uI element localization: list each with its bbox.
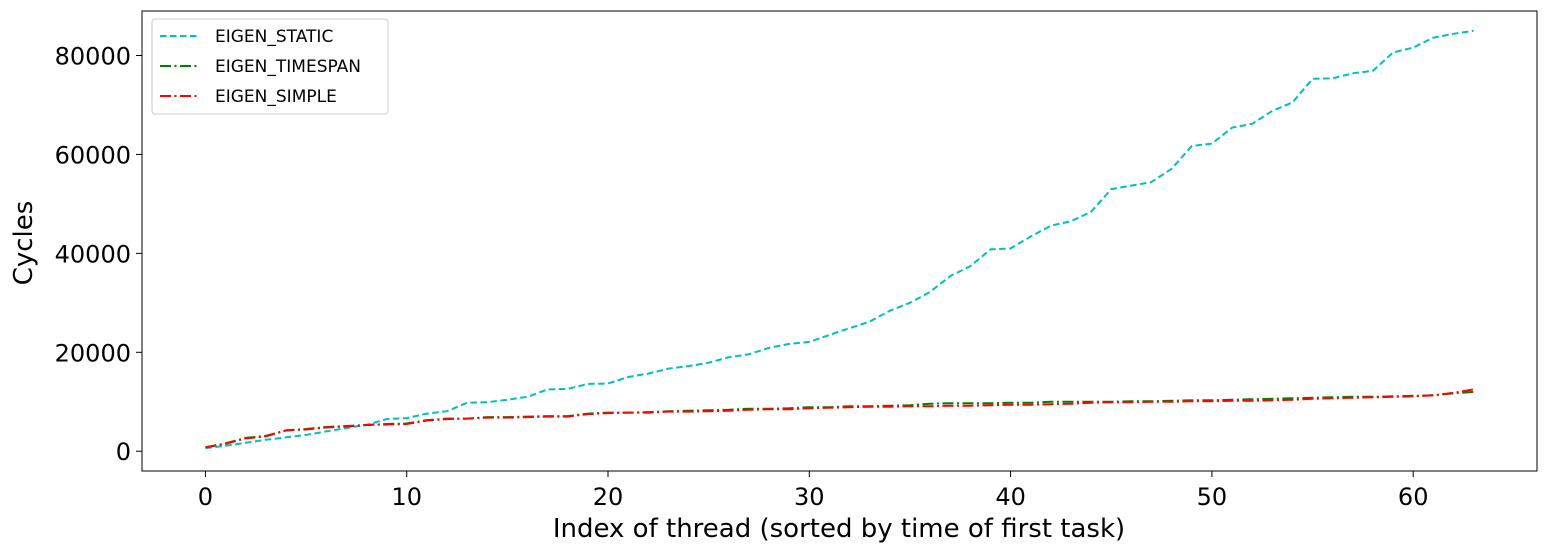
legend-label: EIGEN_STATIC bbox=[215, 27, 333, 47]
legend: EIGEN_STATIC EIGEN_TIMESPAN EIGEN_SIMPLE bbox=[151, 18, 389, 115]
x-tick-label: 60 bbox=[1398, 483, 1429, 511]
legend-label: EIGEN_SIMPLE bbox=[215, 87, 337, 107]
y-tick-label: 80000 bbox=[55, 43, 131, 71]
y-axis-label: Cycles bbox=[9, 201, 39, 286]
x-tick-label: 50 bbox=[1197, 483, 1228, 511]
series-layer bbox=[205, 29, 1474, 450]
x-tick-label: 0 bbox=[198, 483, 213, 511]
y-tick-label: 20000 bbox=[55, 339, 131, 367]
plot-frame bbox=[141, 10, 1538, 472]
x-tick-label: 30 bbox=[794, 483, 825, 511]
legend-box bbox=[151, 18, 389, 115]
x-tick-label: 40 bbox=[995, 483, 1026, 511]
x-axis-label: Index of thread (sorted by time of first… bbox=[553, 514, 1125, 544]
y-tick-label: 60000 bbox=[55, 141, 131, 169]
ticks-layer: 0 10 20 30 40 50 60 0 20000 40000 60000 80000 bbox=[55, 43, 1429, 511]
x-tick-label: 10 bbox=[391, 483, 422, 511]
y-tick-label: 40000 bbox=[55, 240, 131, 268]
x-tick-label: 20 bbox=[593, 483, 624, 511]
y-tick-label: 0 bbox=[116, 438, 131, 466]
legend-label: EIGEN_TIMESPAN bbox=[215, 57, 361, 77]
series-line-eigen-static bbox=[205, 29, 1474, 450]
